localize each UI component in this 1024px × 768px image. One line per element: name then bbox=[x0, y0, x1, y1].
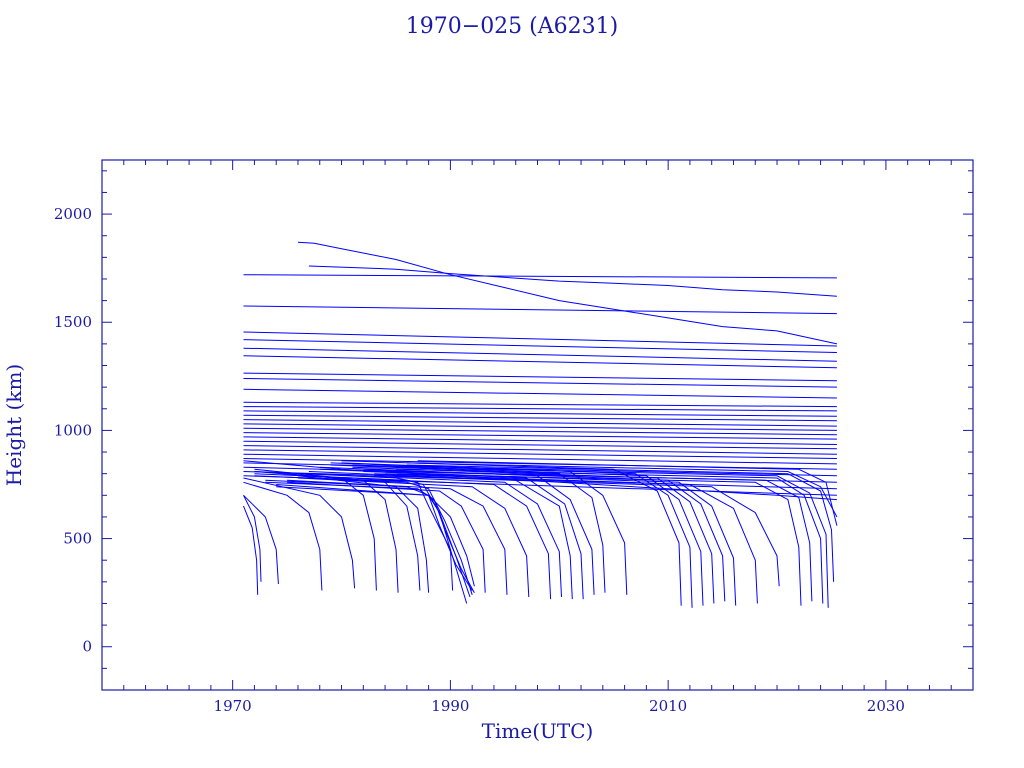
series-line-43 bbox=[265, 481, 475, 593]
series-line-32 bbox=[243, 494, 279, 585]
series-line-20 bbox=[243, 440, 837, 450]
series-line-13 bbox=[243, 410, 837, 417]
series-line-14 bbox=[243, 414, 837, 422]
series-group bbox=[243, 241, 838, 608]
y-tick-label: 1000 bbox=[54, 421, 92, 439]
plot-frame bbox=[101, 159, 974, 691]
series-line-19 bbox=[243, 436, 837, 445]
x-tick-label: 1990 bbox=[431, 697, 469, 715]
series-line-22 bbox=[243, 449, 837, 459]
series-line-21 bbox=[243, 445, 837, 455]
x-tick-label: 2030 bbox=[867, 697, 905, 715]
series-line-18 bbox=[243, 432, 837, 440]
series-line-50 bbox=[308, 473, 562, 598]
y-tick-label: 2000 bbox=[54, 205, 92, 223]
series-line-37 bbox=[287, 473, 421, 591]
series-line-52 bbox=[319, 468, 584, 600]
series-line-16 bbox=[243, 423, 837, 431]
series-line-44 bbox=[276, 484, 475, 587]
series-line-27 bbox=[243, 471, 837, 490]
series-line-2 bbox=[243, 274, 837, 279]
series-line-0 bbox=[297, 241, 838, 345]
series-line-33 bbox=[243, 495, 262, 582]
series-line-62 bbox=[374, 473, 758, 604]
series-line-1 bbox=[308, 265, 837, 297]
series-line-11 bbox=[243, 401, 837, 408]
series-line-58 bbox=[352, 464, 704, 606]
chart-title: 1970−025 (A6231) bbox=[405, 14, 619, 39]
series-line-67 bbox=[395, 466, 829, 608]
y-tick-label: 0 bbox=[82, 638, 92, 656]
series-line-34 bbox=[243, 505, 259, 595]
series-line-29 bbox=[243, 460, 837, 501]
series-line-46 bbox=[287, 481, 486, 593]
x-tick-label: 1970 bbox=[214, 697, 252, 715]
series-line-7 bbox=[243, 355, 837, 369]
series-line-59 bbox=[352, 466, 715, 604]
series-line-8 bbox=[243, 372, 837, 382]
series-line-48 bbox=[297, 477, 530, 598]
series-line-31 bbox=[243, 481, 323, 591]
series-line-9 bbox=[243, 378, 837, 388]
series-line-51 bbox=[308, 471, 573, 600]
series-line-47 bbox=[287, 479, 508, 595]
series-line-35 bbox=[254, 468, 377, 591]
series-line-10 bbox=[243, 388, 837, 399]
series-line-23 bbox=[243, 453, 837, 465]
series-line-61 bbox=[363, 471, 737, 606]
series-line-56 bbox=[341, 460, 682, 606]
y-tick-label: 500 bbox=[63, 530, 92, 548]
series-line-65 bbox=[385, 471, 813, 602]
axes-group: 1970 1990 2010 2030 0 500 1000 1500 2000 bbox=[54, 160, 974, 715]
y-axis-label: Height (km) bbox=[2, 364, 26, 486]
x-axis-label: Time(UTC) bbox=[482, 719, 594, 743]
series-line-60 bbox=[363, 468, 726, 602]
series-line-63 bbox=[374, 475, 780, 587]
series-line-3 bbox=[243, 305, 837, 315]
series-line-4 bbox=[243, 331, 837, 347]
series-line-12 bbox=[243, 406, 837, 412]
series-line-5 bbox=[243, 339, 837, 353]
series-line-68 bbox=[406, 464, 835, 582]
series-line-69 bbox=[406, 462, 838, 518]
series-line-64 bbox=[385, 473, 802, 606]
series-line-45 bbox=[276, 486, 454, 591]
series-line-70 bbox=[417, 460, 838, 526]
series-line-6 bbox=[243, 347, 837, 362]
series-line-41 bbox=[254, 475, 473, 595]
series-line-40 bbox=[254, 473, 471, 598]
y-tick-label: 1500 bbox=[54, 313, 92, 331]
series-line-49 bbox=[297, 475, 552, 600]
series-line-30 bbox=[243, 477, 356, 589]
series-line-42 bbox=[265, 479, 473, 591]
x-tick-label: 2010 bbox=[649, 697, 687, 715]
series-line-17 bbox=[243, 427, 837, 436]
series-line-66 bbox=[395, 468, 824, 604]
series-line-38 bbox=[297, 475, 430, 593]
series-line-15 bbox=[243, 419, 837, 427]
